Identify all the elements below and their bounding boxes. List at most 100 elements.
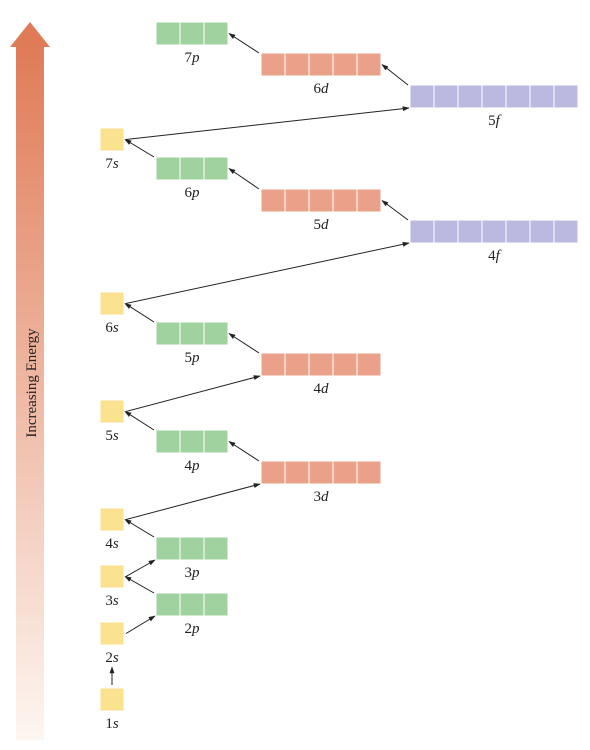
- orbital-2p: 2p: [155, 592, 229, 637]
- orbital-5f-box: [553, 84, 579, 109]
- energy-arrow-shaft: [16, 45, 44, 740]
- orbital-1s-box: [99, 687, 125, 712]
- orbital-2s: 2s: [99, 621, 125, 666]
- orbital-6d-box: [308, 52, 334, 77]
- orbital-3p-box: [179, 536, 205, 561]
- orbital-5s-box: [99, 399, 125, 424]
- fill-arrow-6d-to-7p: [228, 33, 260, 54]
- orbital-4f-box: [433, 219, 459, 244]
- orbital-4d-box: [284, 352, 310, 377]
- orbital-3d-box: [260, 460, 286, 485]
- orbital-6p-label: 6p: [185, 185, 201, 201]
- orbital-4d-box: [308, 352, 334, 377]
- orbital-5f-label: 5f: [488, 113, 502, 129]
- orbital-6s-label: 6s: [105, 320, 119, 336]
- orbital-5d-box: [356, 188, 382, 213]
- orbital-4s-label: 4s: [105, 536, 119, 552]
- orbital-5d-box: [260, 188, 286, 213]
- orbital-7p-box: [155, 21, 181, 46]
- orbital-4f-label: 4f: [488, 248, 502, 264]
- orbital-6d-box: [332, 52, 358, 77]
- orbital-4p-box: [155, 429, 181, 454]
- orbital-5d: 5d: [260, 188, 382, 233]
- orbital-3p-box: [203, 536, 229, 561]
- fill-arrow-5p-to-6s: [124, 303, 155, 323]
- fill-arrow-5s-to-4d: [125, 375, 261, 412]
- orbital-4d-box: [332, 352, 358, 377]
- orbital-5d-box: [308, 188, 334, 213]
- fill-arrow-5d-to-6p: [228, 168, 260, 190]
- orbital-6d-box: [260, 52, 286, 77]
- orbital-4f: 4f: [409, 219, 579, 264]
- orbital-4f-box: [457, 219, 483, 244]
- orbital-1s: 1s: [99, 687, 125, 732]
- orbital-5f-box: [505, 84, 531, 109]
- orbital-2s-box: [99, 621, 125, 646]
- fill-arrow-4f-to-5d: [381, 200, 409, 221]
- fill-arrow-2p-to-3s: [124, 576, 155, 594]
- orbital-3d-label: 3d: [314, 489, 330, 505]
- orbital-2p-box: [179, 592, 205, 617]
- orbital-5p: 5p: [155, 321, 229, 366]
- orbital-3s-box: [99, 564, 125, 589]
- orbital-2p-box: [155, 592, 181, 617]
- orbital-2s-label: 2s: [105, 650, 119, 666]
- orbital-3d-box: [308, 460, 334, 485]
- orbital-6s: 6s: [99, 291, 125, 336]
- orbital-5p-box: [179, 321, 205, 346]
- orbital-6s-box: [99, 291, 125, 316]
- orbital-7s-box: [99, 127, 125, 152]
- orbital-5f-box: [433, 84, 459, 109]
- orbital-5d-label: 5d: [314, 217, 330, 233]
- orbital-6p-box: [203, 156, 229, 181]
- orbital-5d-box: [332, 188, 358, 213]
- orbital-5s-label: 5s: [105, 428, 119, 444]
- fill-arrow-3s-to-3p: [125, 559, 156, 577]
- fill-arrow-6p-to-7s: [124, 139, 155, 158]
- fill-arrow-4s-to-3d: [125, 483, 261, 520]
- orbital-6p-box: [179, 156, 205, 181]
- orbital-4p-label: 4p: [185, 458, 201, 474]
- orbital-4f-box: [481, 219, 507, 244]
- orbital-5f-box: [481, 84, 507, 109]
- orbital-5f-box: [457, 84, 483, 109]
- orbital-2p-label: 2p: [185, 621, 201, 637]
- fill-arrow-3p-to-4s: [124, 519, 155, 538]
- fill-arrow-2s-to-2p: [125, 615, 156, 634]
- orbital-3s: 3s: [99, 564, 125, 609]
- orbital-2p-box: [203, 592, 229, 617]
- orbital-5f-box: [529, 84, 555, 109]
- orbital-4f-box: [505, 219, 531, 244]
- energy-axis-label: Increasing Energy: [24, 328, 40, 438]
- orbital-7s: 7s: [99, 127, 125, 172]
- orbital-3d-box: [284, 460, 310, 485]
- orbital-4s: 4s: [99, 507, 125, 552]
- orbital-6d: 6d: [260, 52, 382, 97]
- orbital-1s-label: 1s: [105, 716, 119, 732]
- energy-arrow: [10, 22, 50, 740]
- orbital-7p-box: [203, 21, 229, 46]
- orbital-6p-box: [155, 156, 181, 181]
- orbital-3p-label: 3p: [185, 565, 201, 581]
- orbital-6d-box: [356, 52, 382, 77]
- orbital-4s-box: [99, 507, 125, 532]
- orbital-3d: 3d: [260, 460, 382, 505]
- fill-arrow-6s-to-4f: [125, 241, 410, 304]
- orbital-5s: 5s: [99, 399, 125, 444]
- orbital-3d-box: [356, 460, 382, 485]
- orbital-4p-box: [179, 429, 205, 454]
- orbital-3p: 3p: [155, 536, 229, 581]
- orbital-4f-box: [529, 219, 555, 244]
- fill-arrow-7s-to-5f: [125, 106, 410, 140]
- orbital-7p-label: 7p: [185, 50, 201, 66]
- orbital-4d: 4d: [260, 352, 382, 397]
- orbital-5d-box: [284, 188, 310, 213]
- fill-arrow-4p-to-5s: [124, 411, 155, 431]
- orbital-4p-box: [203, 429, 229, 454]
- orbital-7p: 7p: [155, 21, 229, 66]
- orbital-5f-box: [409, 84, 435, 109]
- orbital-4d-box: [356, 352, 382, 377]
- orbital-4d-box: [260, 352, 286, 377]
- orbital-5p-box: [155, 321, 181, 346]
- orbital-3s-label: 3s: [105, 593, 119, 609]
